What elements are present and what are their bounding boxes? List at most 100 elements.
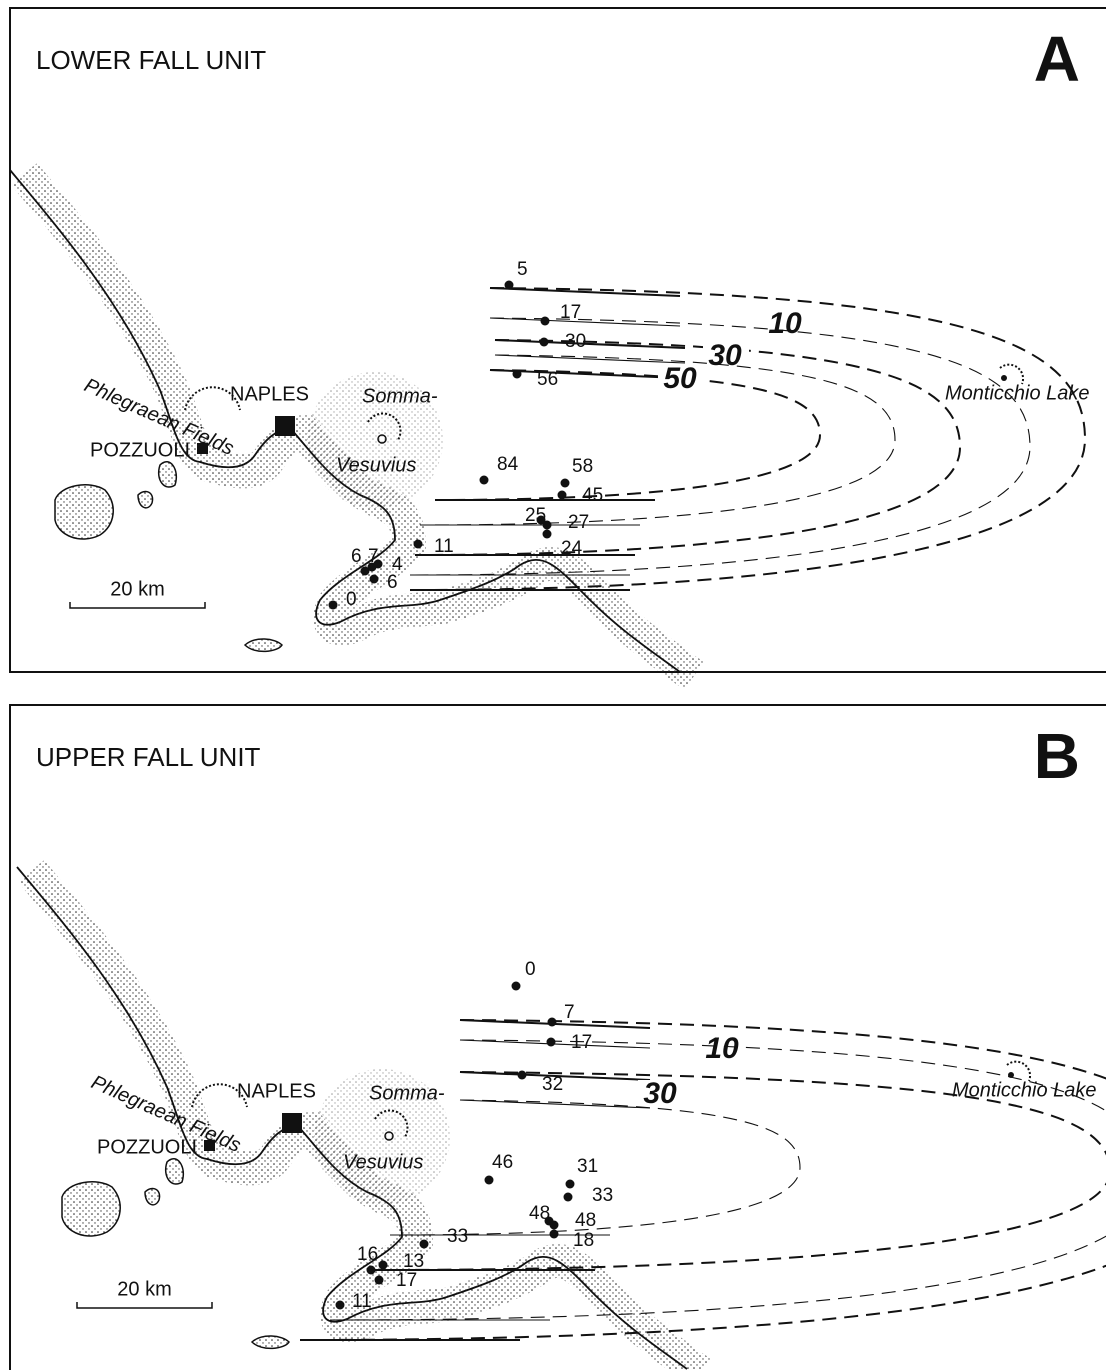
site-dot	[557, 490, 567, 500]
site-label: 13	[403, 1251, 424, 1272]
site-label: 27	[568, 512, 589, 533]
isopach-solid	[489, 287, 681, 297]
site-label: 25	[525, 505, 546, 526]
site-dot	[540, 316, 550, 326]
site-label: 5	[517, 259, 528, 280]
site-label: 56	[537, 369, 558, 390]
site-label: 48	[529, 1203, 550, 1224]
scale-label: 20 km	[110, 578, 164, 600]
panel-letter: A	[1034, 23, 1080, 95]
monticchio-lake	[1001, 375, 1007, 381]
ischia	[54, 484, 114, 540]
site-label: 84	[497, 454, 519, 475]
pozzuoli-symbol	[197, 443, 208, 454]
place-label: Vesuvius	[343, 1151, 423, 1173]
isopach-dashed	[409, 287, 1087, 591]
isopach-label: 30	[643, 1077, 677, 1110]
isopach-label-bg	[763, 310, 809, 340]
isopach-solid	[494, 354, 686, 364]
site-dot	[560, 478, 570, 488]
site-dot	[360, 566, 370, 576]
site-label: 48	[575, 1210, 596, 1231]
site-dot	[328, 600, 338, 610]
site-dot	[479, 475, 489, 485]
capri	[243, 638, 283, 653]
site-label: 16	[357, 1244, 378, 1265]
site-dot	[517, 1070, 527, 1080]
place-label: Monticchio Lake	[952, 1079, 1097, 1101]
site-label: 46	[492, 1152, 513, 1173]
isopach-dashed	[419, 354, 896, 526]
isopach-solid	[494, 339, 686, 349]
site-label: 33	[592, 1185, 613, 1206]
isopach-dashed	[409, 317, 1031, 576]
site-dot	[484, 1175, 494, 1185]
panel-letter: B	[1034, 720, 1080, 792]
site-dot	[374, 1275, 384, 1285]
coast-stipple	[17, 860, 712, 1370]
site-label: 58	[572, 456, 593, 477]
monticchio-crater	[999, 363, 1025, 385]
site-dot	[504, 280, 514, 290]
isopach-dashed	[329, 1039, 1106, 1321]
scale-bar	[76, 1302, 213, 1309]
site-label: 17	[571, 1032, 592, 1053]
isopach-dashed	[389, 1099, 801, 1236]
site-label: 17	[396, 1270, 417, 1291]
site-label: 30	[565, 331, 586, 352]
site-dot	[549, 1220, 559, 1230]
procida	[144, 1187, 161, 1206]
phlegraean-caldera	[191, 1083, 248, 1108]
place-label: NAPLES	[237, 1080, 316, 1102]
place-label: Somma-	[369, 1082, 445, 1104]
scale-bar	[69, 602, 206, 609]
map-panel: UPPER FALL UNIT B NAPLESPOZZUOLIPhlegraean…	[9, 704, 1106, 1370]
isopach-dashed	[374, 1071, 1106, 1271]
site-label: 33	[447, 1226, 468, 1247]
site-dot	[373, 559, 383, 569]
site-dot	[542, 520, 552, 530]
somma-cone	[307, 372, 443, 508]
place-label: Somma-	[362, 385, 438, 407]
ischia	[61, 1181, 121, 1237]
panel-title: UPPER FALL UNIT	[36, 742, 261, 772]
isopach-label-bg	[638, 1080, 684, 1110]
site-label: 45	[582, 485, 603, 506]
site-label: 11	[434, 536, 454, 557]
isopach-label-bg	[700, 1035, 746, 1065]
nisida	[165, 1158, 184, 1185]
pozzuoli-symbol	[204, 1140, 215, 1151]
isopach-label: 50	[663, 362, 697, 395]
site-dot	[536, 515, 546, 525]
isopach-solid	[489, 317, 681, 327]
monticchio-crater	[1006, 1060, 1032, 1082]
site-dot	[565, 1179, 575, 1189]
site-dot	[378, 1260, 388, 1270]
coastline	[16, 866, 688, 1370]
isopach-label: 10	[768, 307, 802, 340]
isopach-label-bg	[658, 365, 704, 395]
isopach-label: 10	[705, 1032, 739, 1065]
site-dot	[335, 1300, 345, 1310]
site-label: 7	[368, 546, 379, 567]
isopach-label: 30	[708, 339, 742, 372]
site-dot	[419, 1239, 429, 1249]
isopach-dashed	[414, 339, 962, 556]
capri	[250, 1335, 290, 1350]
somma-cone	[314, 1069, 450, 1205]
coast-stipple	[10, 163, 705, 690]
site-dot	[369, 574, 379, 584]
site-label: 4	[392, 554, 403, 575]
panel-title: LOWER FALL UNIT	[36, 45, 266, 75]
site-dot	[547, 1017, 557, 1027]
site-label: 11	[352, 1291, 372, 1312]
isopach-dashed	[434, 369, 822, 501]
naples-symbol	[282, 1113, 302, 1133]
vesuvius-vent	[384, 1131, 394, 1141]
site-dot	[563, 1192, 573, 1202]
isopach-solid	[459, 1071, 651, 1081]
place-label: Vesuvius	[336, 454, 416, 476]
procida	[137, 490, 154, 509]
site-label: 24	[561, 538, 583, 559]
